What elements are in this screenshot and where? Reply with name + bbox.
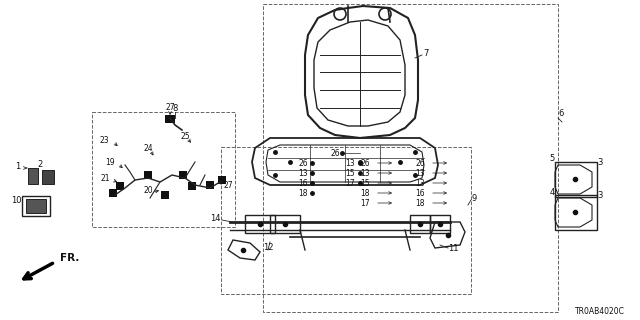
- Text: 3: 3: [597, 190, 603, 199]
- Text: 26: 26: [330, 148, 340, 157]
- Bar: [430, 215, 450, 233]
- Text: TR0AB4020C: TR0AB4020C: [575, 308, 625, 316]
- Bar: [26, 199, 46, 213]
- Bar: [116, 182, 124, 190]
- Text: 13: 13: [346, 158, 355, 167]
- Text: 13: 13: [415, 179, 425, 188]
- Bar: [221, 147, 471, 294]
- Text: 18: 18: [298, 188, 308, 197]
- Bar: [144, 171, 152, 179]
- Text: 9: 9: [472, 194, 477, 203]
- Text: 10: 10: [11, 196, 21, 204]
- Bar: [410, 215, 430, 233]
- Text: 23: 23: [99, 135, 109, 145]
- Bar: [109, 189, 117, 197]
- Text: 2: 2: [37, 159, 43, 169]
- Bar: [263, 4, 558, 312]
- Bar: [179, 171, 187, 179]
- Text: 13: 13: [415, 169, 425, 178]
- Text: 13: 13: [360, 169, 370, 178]
- Bar: [270, 215, 300, 233]
- Text: 14: 14: [210, 213, 220, 222]
- Text: 16: 16: [415, 188, 425, 197]
- Text: 26: 26: [298, 158, 308, 167]
- Text: 8: 8: [172, 103, 178, 113]
- Text: 11: 11: [448, 244, 458, 252]
- Text: 1: 1: [15, 162, 20, 171]
- Text: 3: 3: [597, 157, 603, 166]
- Text: 26: 26: [415, 158, 425, 167]
- Text: 27: 27: [223, 180, 233, 189]
- Bar: [206, 181, 214, 189]
- Bar: [22, 196, 50, 216]
- Text: 13: 13: [298, 169, 308, 178]
- Text: 17: 17: [346, 179, 355, 188]
- Text: 15: 15: [360, 179, 370, 188]
- Text: 16: 16: [298, 179, 308, 188]
- Text: 5: 5: [549, 154, 555, 163]
- Text: 21: 21: [100, 173, 109, 182]
- Bar: [42, 170, 54, 184]
- Text: 7: 7: [423, 49, 429, 58]
- Text: 4: 4: [549, 188, 555, 196]
- Bar: [555, 195, 597, 230]
- Bar: [92, 112, 235, 227]
- Text: 6: 6: [558, 108, 564, 117]
- Bar: [188, 182, 196, 190]
- Text: FR.: FR.: [60, 253, 79, 263]
- Text: 26: 26: [360, 158, 370, 167]
- Bar: [245, 215, 275, 233]
- Bar: [555, 162, 597, 197]
- Bar: [218, 176, 226, 184]
- Text: 18: 18: [360, 188, 370, 197]
- Text: 12: 12: [263, 243, 273, 252]
- Text: 20: 20: [143, 186, 153, 195]
- Text: 24: 24: [143, 143, 153, 153]
- Text: 15: 15: [346, 169, 355, 178]
- Bar: [28, 168, 38, 184]
- Text: 27: 27: [165, 102, 175, 111]
- Text: 18: 18: [415, 198, 425, 207]
- Text: 25: 25: [180, 132, 190, 140]
- Text: 17: 17: [360, 198, 370, 207]
- Bar: [161, 191, 169, 199]
- Text: 19: 19: [105, 157, 115, 166]
- Bar: [165, 115, 175, 123]
